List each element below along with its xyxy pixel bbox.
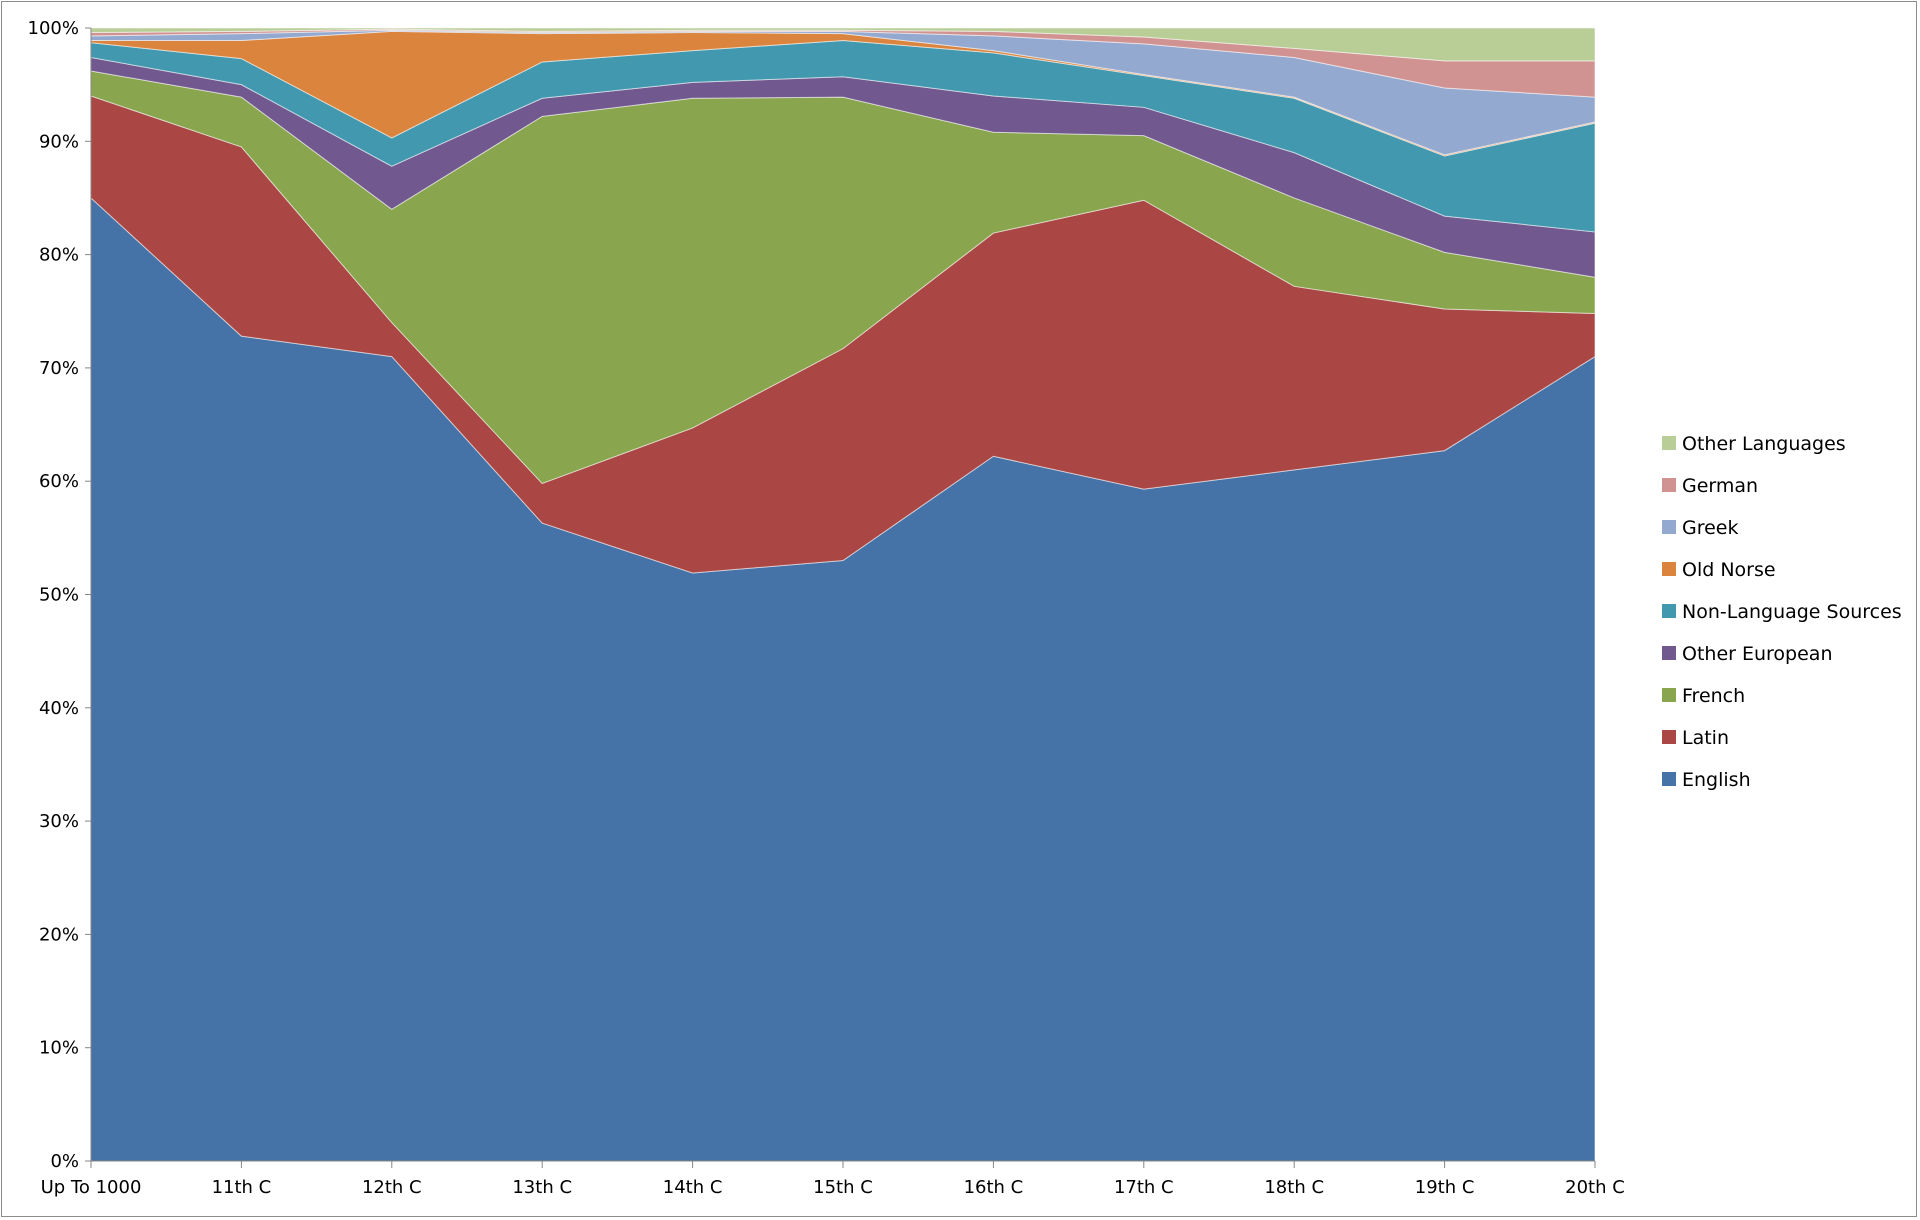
legend-label-other-european: Other European [1682,643,1833,665]
x-tick-label: 19th C [1415,1177,1475,1198]
axes-layer: 0% 10% 20% 30% 40% 50% 60% 70% 80% 90% 100% Up To 1… [28,18,1625,1198]
legend-swatch-greek [1662,520,1676,534]
x-tick-label: 15th C [813,1177,873,1198]
legend-label-latin: Latin [1682,727,1729,749]
legend-swatch-english [1662,772,1676,786]
y-tick-label: 90% [39,131,79,152]
legend-label-greek: Greek [1682,517,1739,539]
areas-layer [90,27,1596,1162]
legend-label-english: English [1682,769,1751,791]
x-tick-label: 18th C [1264,1177,1324,1198]
x-tick-label: Up To 1000 [41,1177,142,1198]
y-tick-label: 20% [39,924,79,945]
y-tick-label: 80% [39,245,79,266]
legend-label-non-language-sources: Non-Language Sources [1682,601,1902,623]
y-tick-label: 0% [50,1151,79,1172]
y-tick-label: 100% [28,18,79,39]
y-tick-label: 60% [39,471,79,492]
x-tick-label: 20th C [1565,1177,1625,1198]
legend-swatch-latin [1662,730,1676,744]
legend-label-french: French [1682,685,1745,707]
y-tick-label: 50% [39,585,79,606]
legend-swatch-german [1662,478,1676,492]
x-tick-label: 16th C [964,1177,1024,1198]
area-other-languages [90,27,1596,62]
legend-swatch-other-languages [1662,436,1676,450]
y-tick-label: 70% [39,358,79,379]
legend-swatch-french [1662,688,1676,702]
legend-label-old-norse: Old Norse [1682,559,1776,581]
legend-swatch-old-norse [1662,562,1676,576]
x-tick-label: 14th C [663,1177,723,1198]
y-tick-label: 30% [39,811,79,832]
x-tick-label: 11th C [212,1177,272,1198]
x-tick-label: 17th C [1114,1177,1174,1198]
x-tick-label: 13th C [512,1177,572,1198]
legend-label-other-languages: Other Languages [1682,433,1846,455]
x-tick-label: 12th C [362,1177,422,1198]
legend-label-german: German [1682,475,1758,497]
legend-swatch-non-language-sources [1662,604,1676,618]
legend-swatch-other-european [1662,646,1676,660]
y-tick-label: 10% [39,1038,79,1059]
y-tick-label: 40% [39,698,79,719]
legend: Other Languages German Greek Old Norse Non-L… [1662,433,1902,791]
